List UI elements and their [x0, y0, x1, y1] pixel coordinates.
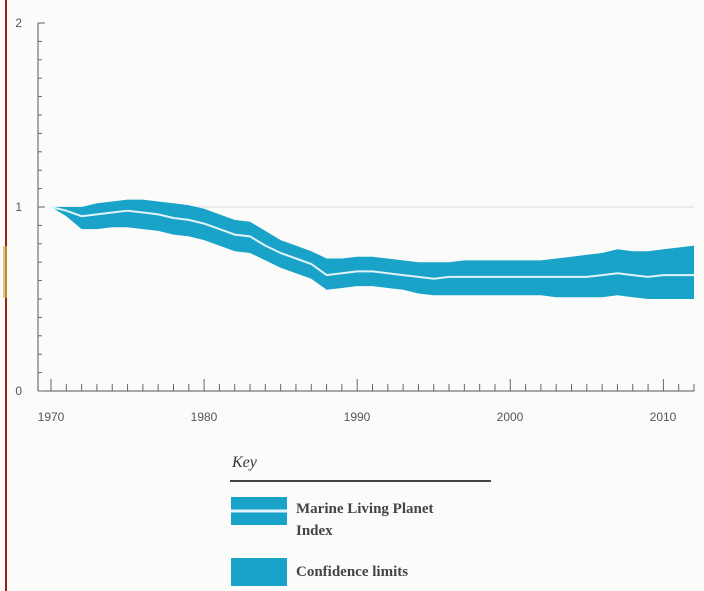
y-tick-label: 2	[15, 16, 22, 30]
x-tick-label: 2010	[650, 410, 677, 424]
y-minor-ticks	[38, 22, 45, 392]
y-tick-label: 1	[15, 200, 22, 214]
y-tick-label: 0	[15, 384, 22, 398]
x-tick-label: 1980	[191, 410, 218, 424]
legend-index-label: Marine Living Planet	[296, 501, 434, 517]
index-line	[50, 206, 694, 280]
left-frame-accent	[3, 246, 7, 298]
legend-index-label: Index	[296, 523, 333, 539]
legend: Key Marine Living Planet Index Confidenc…	[230, 454, 491, 586]
x-tick-label: 1970	[38, 410, 65, 424]
legend-confidence-swatch	[231, 558, 287, 586]
confidence-band	[51, 199, 694, 299]
legend-title: Key	[231, 454, 258, 471]
x-minor-ticks	[50, 379, 695, 391]
legend-confidence-label: Confidence limits	[296, 564, 408, 580]
x-tick-label: 2000	[497, 410, 524, 424]
x-tick-label: 1990	[344, 410, 371, 424]
